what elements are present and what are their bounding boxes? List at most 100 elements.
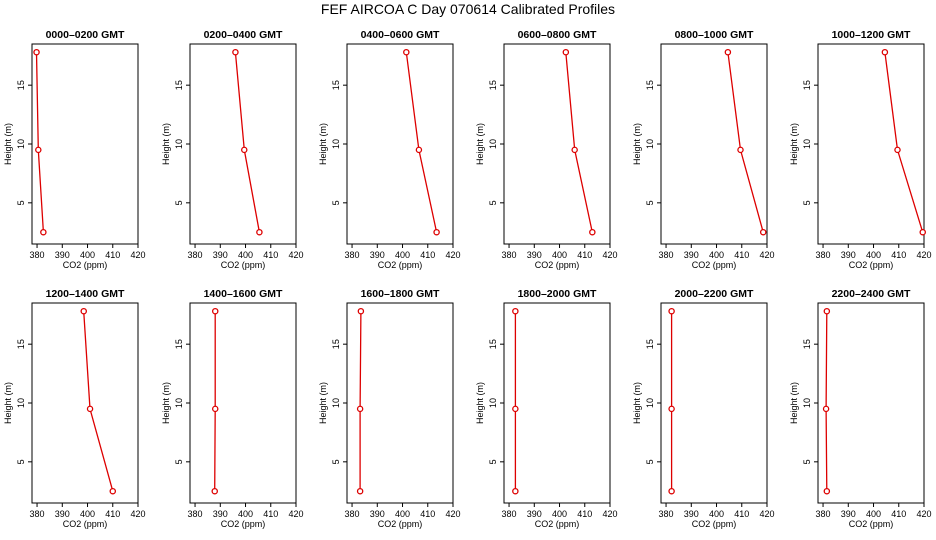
x-tick-label: 420 — [759, 250, 774, 260]
profile-panel: 1800–2000 GMT 380 390 400 410 420 CO2 (ppm) 5 10… — [475, 288, 618, 529]
y-tick-label: 10 — [174, 139, 184, 149]
x-tick-label: 380 — [502, 509, 517, 519]
x-tick-label: 400 — [395, 509, 410, 519]
profile-panel: 1400–1600 GMT 380 390 400 410 420 CO2 (ppm) 5 10… — [161, 288, 304, 529]
x-axis-label: CO2 (ppm) — [535, 260, 580, 270]
data-point — [256, 228, 263, 236]
plot-frame — [346, 302, 454, 504]
x-tick-label: 420 — [445, 509, 460, 519]
plot-frame — [31, 43, 139, 245]
x-tick-label: 420 — [130, 509, 145, 519]
x-tick-label: 400 — [238, 509, 253, 519]
panel-title: 2000–2200 GMT — [675, 288, 754, 300]
x-tick-label: 380 — [345, 509, 360, 519]
profile-line — [234, 52, 261, 233]
x-tick-label: 410 — [577, 250, 592, 260]
x-tick-label: 410 — [263, 250, 278, 260]
data-point — [759, 228, 767, 236]
y-tick-label: 10 — [488, 139, 498, 149]
y-tick-label: 15 — [645, 339, 655, 349]
profile-panel: 0600–0800 GMT 380 390 400 410 420 CO2 (ppm) 5 10… — [475, 29, 618, 270]
x-tick-label: 380 — [659, 509, 674, 519]
plot-frame — [503, 43, 611, 245]
x-tick-label: 380 — [30, 509, 45, 519]
plot-frame — [189, 302, 297, 504]
data-point — [571, 146, 578, 154]
profile-line — [35, 52, 45, 233]
x-tick-label: 390 — [527, 250, 542, 260]
panel-title: 0200–0400 GMT — [204, 29, 283, 41]
x-tick-label: 420 — [445, 250, 460, 260]
x-axis-label: CO2 (ppm) — [221, 519, 266, 529]
y-axis-label: Height (m) — [3, 382, 13, 424]
data-point — [589, 228, 596, 236]
x-tick-label: 400 — [238, 250, 253, 260]
x-tick-label: 420 — [602, 509, 617, 519]
data-point — [724, 48, 732, 56]
x-tick-label: 400 — [552, 509, 567, 519]
profile-panel: 0200–0400 GMT 380 390 400 410 420 CO2 (ppm) 5 10… — [161, 29, 304, 270]
x-tick-label: 390 — [370, 250, 385, 260]
panel-title: 1400–1600 GMT — [204, 288, 283, 300]
data-point — [823, 307, 831, 315]
y-tick-label: 10 — [645, 398, 655, 408]
data-point — [668, 307, 675, 315]
y-axis-label: Height (m) — [789, 382, 799, 424]
y-tick-label: 10 — [331, 139, 341, 149]
x-tick-label: 420 — [916, 250, 931, 260]
profile-line — [405, 52, 438, 233]
data-point — [562, 48, 570, 56]
x-axis-label: CO2 (ppm) — [535, 519, 580, 529]
page-title: FEF AIRCOA C Day 070614 Calibrated Profi… — [320, 1, 616, 17]
y-tick-label: 5 — [331, 459, 341, 464]
plot-frame — [660, 43, 768, 245]
y-axis-label: Height (m) — [318, 382, 328, 424]
x-tick-label: 390 — [370, 509, 385, 519]
y-tick-label: 5 — [174, 200, 184, 205]
profile-panel: 1200–1400 GMT 380 390 400 410 420 CO2 (ppm) 5 10… — [3, 288, 146, 529]
profile-panel: 0000–0200 GMT 380 390 400 410 420 CO2 (ppm) 5 10… — [3, 29, 146, 270]
y-tick-label: 15 — [331, 80, 341, 90]
panel-title: 0800–1000 GMT — [675, 29, 754, 41]
plot-frame — [346, 43, 454, 245]
profile-line — [83, 311, 114, 492]
plot-frame — [817, 43, 925, 245]
data-point — [241, 146, 248, 154]
y-tick-label: 15 — [488, 80, 498, 90]
x-tick-label: 420 — [916, 509, 931, 519]
y-tick-label: 10 — [16, 139, 26, 149]
y-tick-label: 10 — [331, 398, 341, 408]
x-tick-label: 400 — [866, 250, 881, 260]
x-axis-label: CO2 (ppm) — [378, 260, 423, 270]
y-tick-label: 5 — [645, 200, 655, 205]
y-tick-label: 10 — [174, 398, 184, 408]
data-point — [232, 48, 239, 56]
y-tick-label: 5 — [488, 200, 498, 205]
profile-line — [565, 52, 593, 233]
x-tick-label: 390 — [684, 509, 699, 519]
x-tick-label: 410 — [734, 509, 749, 519]
x-tick-label: 390 — [527, 509, 542, 519]
x-tick-label: 390 — [684, 250, 699, 260]
x-tick-label: 380 — [816, 250, 831, 260]
data-point — [80, 307, 87, 315]
x-tick-label: 380 — [659, 250, 674, 260]
data-point — [109, 487, 117, 495]
y-axis-label: Height (m) — [3, 123, 13, 165]
data-point — [357, 307, 365, 315]
x-tick-label: 410 — [263, 509, 278, 519]
y-axis-label: Height (m) — [318, 123, 328, 165]
panel-title: 0600–0800 GMT — [518, 29, 597, 41]
y-tick-label: 5 — [802, 200, 812, 205]
profile-panel: 2000–2200 GMT 380 390 400 410 420 CO2 (ppm) 5 10… — [632, 288, 775, 529]
data-point — [881, 48, 889, 56]
y-axis-label: Height (m) — [789, 123, 799, 165]
x-tick-label: 380 — [345, 250, 360, 260]
data-point — [33, 48, 40, 56]
x-tick-label: 380 — [188, 250, 203, 260]
data-point — [211, 307, 219, 315]
profile-panel: 0800–1000 GMT 380 390 400 410 420 CO2 (ppm) 5 10… — [632, 29, 775, 270]
panel-title: 0400–0600 GMT — [361, 29, 440, 41]
y-axis-label: Height (m) — [161, 123, 171, 165]
